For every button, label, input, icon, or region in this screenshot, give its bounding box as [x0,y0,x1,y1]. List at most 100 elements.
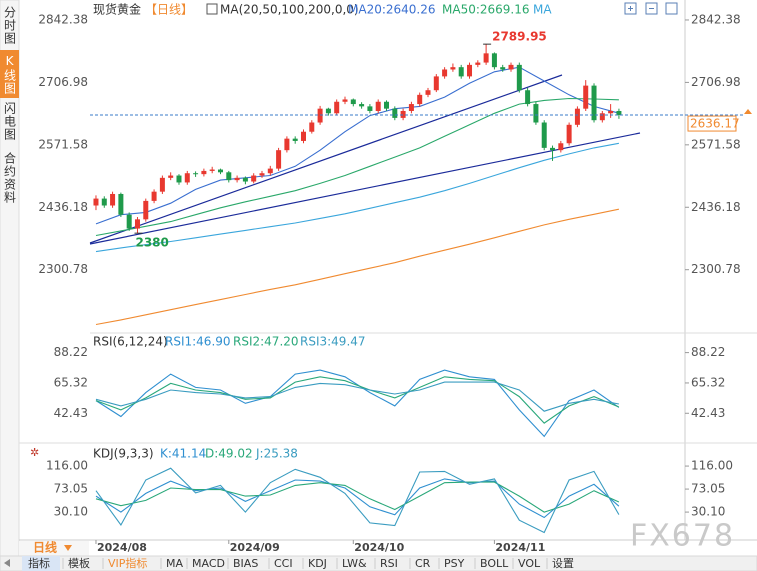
y-tick-label: 116.00 [691,459,733,473]
series-line [95,66,620,225]
candle-body [442,69,448,77]
toolbar-item[interactable]: KDJ [308,557,327,570]
candle-body [251,175,257,182]
series-line [95,142,619,253]
x-tick-label: 2024/08 [97,541,147,554]
candle-body [101,198,107,206]
candle-body [583,85,589,109]
candle-body [558,143,564,151]
candle-body [209,169,215,171]
high-label: 2789.95 [492,30,547,44]
dropdown-arrow[interactable] [64,545,72,551]
toolbar-item[interactable]: BIAS [233,557,258,570]
y-tick-label: 2436.18 [691,200,741,214]
sidebar-tab[interactable]: 合约资料 [3,151,17,204]
candle-body [608,110,614,114]
toolbar-icons[interactable] [624,2,678,15]
x-tick-label: 2024/09 [230,541,280,554]
candle-body [500,67,506,70]
candle-body [168,175,174,178]
candle-body [467,64,473,77]
toolbar-item[interactable]: MACD [192,557,225,570]
y-tick-label: 30.10 [54,505,88,519]
toolbar-item[interactable]: 模板 [68,556,90,570]
y-tick-label: 73.05 [691,482,725,496]
candle-body [359,104,365,107]
y-tick-label: 2300.78 [38,262,88,276]
sidebar-tab[interactable]: K线图 [3,54,17,95]
y-tick-label: 65.32 [691,375,725,389]
candle-body [217,169,223,173]
toolbar-item[interactable]: CR [415,557,431,570]
settings-icon[interactable]: ✲ [30,446,39,459]
indicator-label: MA(20,50,100,200,0,0) [220,3,359,17]
candle-body [284,138,290,151]
toolbar-item[interactable]: RSI [380,557,398,570]
y-tick-label: 2436.18 [38,200,88,214]
sidebar-tab[interactable]: 分时图 [3,6,17,45]
toolbar-item[interactable]: 指标 [28,556,50,570]
candle-body [616,110,622,116]
toolbar-item[interactable]: MA [166,557,183,570]
candle-body [541,122,547,148]
legend-entry: RSI1:46.90 [165,335,231,349]
chart-title: RSI(6,12,24) [93,335,168,349]
candle-body [309,122,315,132]
candle-body [159,177,165,192]
y-tick-label: 88.22 [691,345,725,359]
candle-body [384,101,390,109]
candle-body [143,200,149,220]
watermark: FX678 [630,519,735,554]
y-tick-label: 2706.98 [691,75,741,89]
candle-body [417,94,423,105]
candle-body [408,104,414,111]
candle-body [566,124,572,144]
series-line [95,467,620,534]
legend-entry: MA50:2669.16 [442,3,530,17]
y-tick-label: 73.05 [54,482,88,496]
sidebar-active-tab [0,50,19,98]
candle-body [508,64,514,70]
legend-entry: RSI3:49.47 [300,335,366,349]
candle-body [276,150,282,169]
period-box[interactable] [19,541,89,556]
period-label[interactable]: 日线 [33,540,57,555]
bottom-toolbar [0,555,757,571]
trend-line [89,74,563,244]
series-line [95,381,620,412]
toolbar-item[interactable]: LW& [342,557,367,570]
y-tick-label: 88.22 [54,345,88,359]
sidebar-tab[interactable]: 闪电图 [3,102,17,141]
candle-body [367,106,373,111]
toolbar-item[interactable]: CCI [274,557,293,570]
candle-body [325,108,331,114]
toolbar-item[interactable]: VOL [518,557,541,570]
chart-title: 现货黄金 [93,2,141,17]
legend-entry: MA20:2640.26 [348,3,436,17]
candle-body [93,198,99,206]
candle-body [151,191,157,201]
legend-entry: K:41.14 [160,447,206,461]
toolbar-item[interactable]: BOLL [480,557,509,570]
low-label: 2380 [135,236,168,250]
y-tick-label: 2842.38 [691,12,741,26]
last-price-box [687,115,737,132]
toolbar-item[interactable]: 设置 [552,557,574,570]
legend-entry: RSI2:47.20 [233,335,299,349]
indicator-icon[interactable] [206,3,218,15]
candle-body [176,175,182,183]
toolbar-arrow[interactable] [4,559,10,567]
candle-body [475,62,481,65]
candle-body [110,193,116,206]
series-line [95,376,620,424]
chart-title: KDJ(9,3,3) [93,447,154,461]
y-tick-label: 2300.78 [691,262,741,276]
candle-body [525,90,531,105]
toolbar-item[interactable]: PSY [444,557,465,570]
candle-body [292,138,298,141]
trend-line [89,132,641,245]
series-line [95,97,619,237]
toolbar-item[interactable]: VIP指标 [108,556,147,570]
candle-body [533,104,539,123]
